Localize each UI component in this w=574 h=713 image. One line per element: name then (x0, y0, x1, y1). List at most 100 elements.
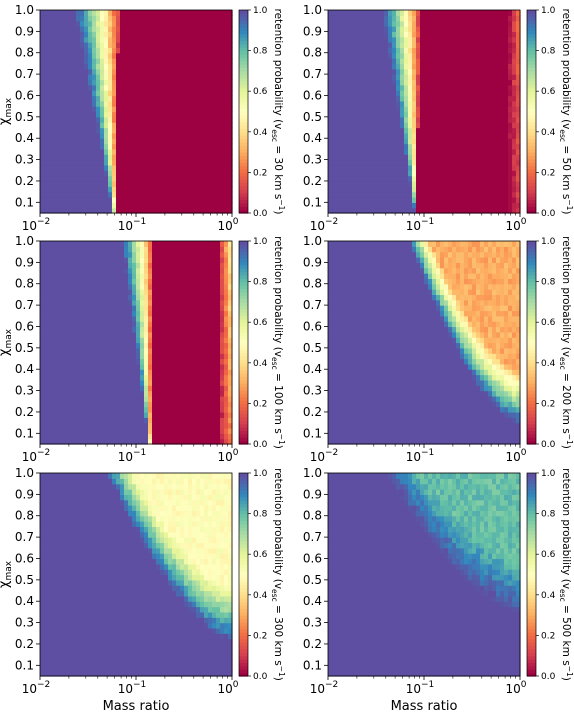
heatmap-cell (412, 180, 417, 187)
heatmap-cell (56, 63, 61, 70)
heatmap-cell (140, 358, 145, 365)
heatmap-cell (148, 241, 153, 247)
heatmap-cell (192, 122, 197, 129)
heatmap-cell (392, 58, 397, 65)
heatmap-cell (92, 321, 97, 328)
heatmap-cell (512, 191, 517, 198)
heatmap-cell (448, 84, 453, 91)
heatmap-cell (492, 106, 497, 113)
heatmap-cell (156, 132, 161, 139)
heatmap-cell (464, 106, 469, 113)
heatmap-cell (76, 294, 81, 301)
heatmap-cell (56, 289, 61, 296)
heatmap-cell (204, 31, 209, 38)
heatmap-cell (148, 58, 153, 65)
heatmap-cell (400, 106, 405, 113)
heatmap-cell (508, 207, 513, 214)
heatmap-cell (112, 401, 117, 408)
heatmap-cell (160, 106, 165, 113)
heatmap-cell (152, 68, 157, 75)
heatmap-cell (148, 321, 153, 328)
heatmap-cell (188, 74, 193, 81)
heatmap-cell (460, 202, 465, 209)
heatmap-cell (516, 202, 521, 209)
heatmap-cell (128, 390, 133, 397)
heatmap-cell (180, 90, 185, 97)
heatmap-cell (152, 278, 157, 285)
heatmap-cell (60, 36, 65, 43)
heatmap-cell (200, 31, 205, 38)
heatmap-cell (460, 159, 465, 166)
heatmap-cell (180, 180, 185, 187)
heatmap-cell (56, 106, 61, 113)
heatmap-cell (136, 321, 141, 328)
heatmap-cell (112, 433, 117, 440)
heatmap-cell (168, 106, 173, 113)
heatmap-cell (156, 422, 161, 429)
heatmap-cell (100, 196, 105, 203)
heatmap-cell (456, 58, 461, 65)
heatmap-cell (352, 10, 357, 16)
heatmap-cell (148, 68, 153, 75)
heatmap-cell (56, 347, 61, 354)
heatmap-cell (164, 202, 169, 209)
heatmap-cell (80, 154, 85, 161)
heatmap-cell (124, 278, 129, 285)
heatmap-cell (480, 164, 485, 171)
heatmap-cell (60, 246, 65, 253)
heatmap-cell (388, 26, 393, 32)
colorbar-segment (239, 26, 248, 31)
heatmap-cell (100, 251, 105, 258)
heatmap-cell (412, 159, 417, 166)
heatmap-cell (132, 42, 137, 48)
heatmap-cell (108, 207, 113, 214)
heatmap-cell (80, 58, 85, 65)
heatmap-cell (228, 90, 233, 97)
heatmap-cell (400, 100, 405, 107)
heatmap-cell (152, 246, 157, 253)
heatmap-cell (52, 353, 57, 360)
heatmap-cell (392, 186, 397, 193)
heatmap-cell (328, 68, 333, 75)
heatmap-cell (460, 95, 465, 102)
heatmap-cell (116, 257, 121, 263)
heatmap-cell (184, 207, 189, 214)
heatmap-cells (328, 10, 521, 214)
heatmap-cell (224, 10, 229, 16)
colorbar-segment (527, 121, 536, 126)
heatmap-cell (208, 122, 213, 129)
heatmap-cell (176, 26, 181, 32)
heatmap-cell (144, 36, 149, 43)
heatmap-cell (60, 310, 65, 317)
heatmap-cell (92, 122, 97, 129)
heatmap-cell (332, 63, 337, 70)
heatmap-cell (376, 202, 381, 209)
heatmap-cell (336, 90, 341, 97)
heatmap-cell (404, 159, 409, 166)
heatmap-cell (160, 68, 165, 75)
heatmap-cell (140, 36, 145, 43)
heatmap-cell (404, 95, 409, 102)
colorbar-segment (527, 77, 536, 82)
heatmap-cell (440, 63, 445, 70)
heatmap-cell (432, 180, 437, 187)
heatmap-cell (184, 42, 189, 48)
heatmap-cell (92, 154, 97, 161)
heatmap-cell (84, 132, 89, 139)
heatmap-cell (88, 257, 93, 263)
heatmap-cell (328, 26, 333, 32)
heatmap-cell (492, 68, 497, 75)
heatmap-cell (340, 31, 345, 38)
heatmap-cell (372, 170, 377, 177)
heatmap-cell (160, 138, 165, 145)
heatmap-cell (76, 100, 81, 107)
heatmap-cell (200, 138, 205, 145)
heatmap-cell (336, 26, 341, 32)
heatmap-cell (396, 143, 401, 150)
heatmap-cell (180, 15, 185, 22)
heatmap-cell (60, 433, 65, 440)
heatmap-cell (40, 191, 45, 198)
heatmap-cell (136, 257, 141, 263)
heatmap-cell (380, 84, 385, 91)
heatmap-cell (156, 36, 161, 43)
